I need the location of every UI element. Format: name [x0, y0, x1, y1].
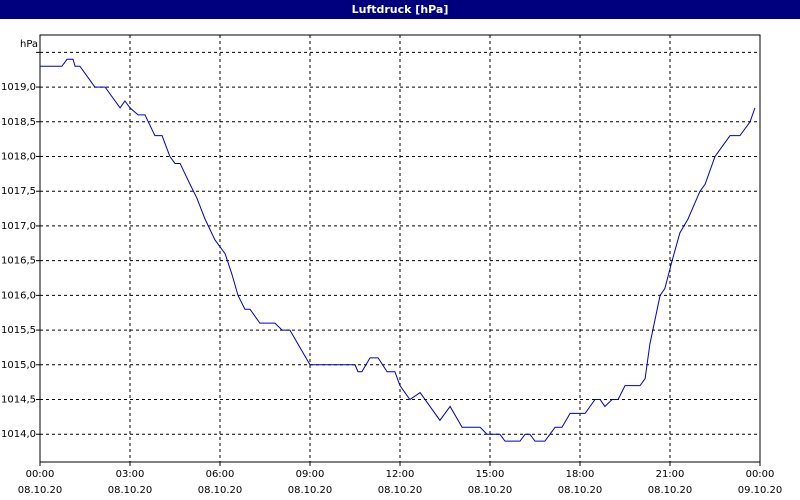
title-bar [0, 0, 800, 19]
x-tick-date: 08.10.20 [288, 485, 333, 496]
x-tick-label: 12:00 [386, 469, 415, 480]
x-tick-date: 08.10.20 [18, 485, 63, 496]
x-tick-date: 08.10.20 [648, 485, 693, 496]
x-tick-label: 18:00 [566, 469, 595, 480]
x-tick-date: 09.10.20 [738, 485, 783, 496]
y-tick-label: 1018,0 [1, 152, 36, 163]
y-tick-label: 1017,0 [1, 221, 36, 232]
x-tick-label: 00:00 [26, 469, 55, 480]
y-tick-label: 1017,5 [1, 186, 36, 197]
x-tick-label: 21:00 [656, 469, 685, 480]
y-tick-label: 1018,5 [1, 117, 36, 128]
y-axis-unit: hPa [20, 39, 38, 50]
x-tick-date: 08.10.20 [198, 485, 243, 496]
y-tick-label: 1014,0 [1, 429, 36, 440]
x-tick-label: 06:00 [206, 469, 235, 480]
y-tick-label: 1019,0 [1, 82, 36, 93]
y-tick-label: 1015,0 [1, 360, 36, 371]
x-tick-label: 00:00 [746, 469, 775, 480]
x-tick-date: 08.10.20 [378, 485, 423, 496]
x-tick-date: 08.10.20 [558, 485, 603, 496]
x-tick-date: 08.10.20 [468, 485, 513, 496]
y-tick-label: 1014,5 [1, 395, 36, 406]
chart-title: Luftdruck [hPa] [352, 3, 449, 16]
data-line [40, 58, 756, 442]
y-tick-label: 1015,5 [1, 325, 36, 336]
y-tick-label: 1016,5 [1, 256, 36, 267]
y-tick-label: 1016,0 [1, 290, 36, 301]
plot-frame [39, 34, 761, 463]
x-tick-label: 03:00 [116, 469, 145, 480]
x-tick-date: 08.10.20 [108, 485, 153, 496]
x-tick-label: 15:00 [476, 469, 505, 480]
x-tick-label: 09:00 [296, 469, 325, 480]
